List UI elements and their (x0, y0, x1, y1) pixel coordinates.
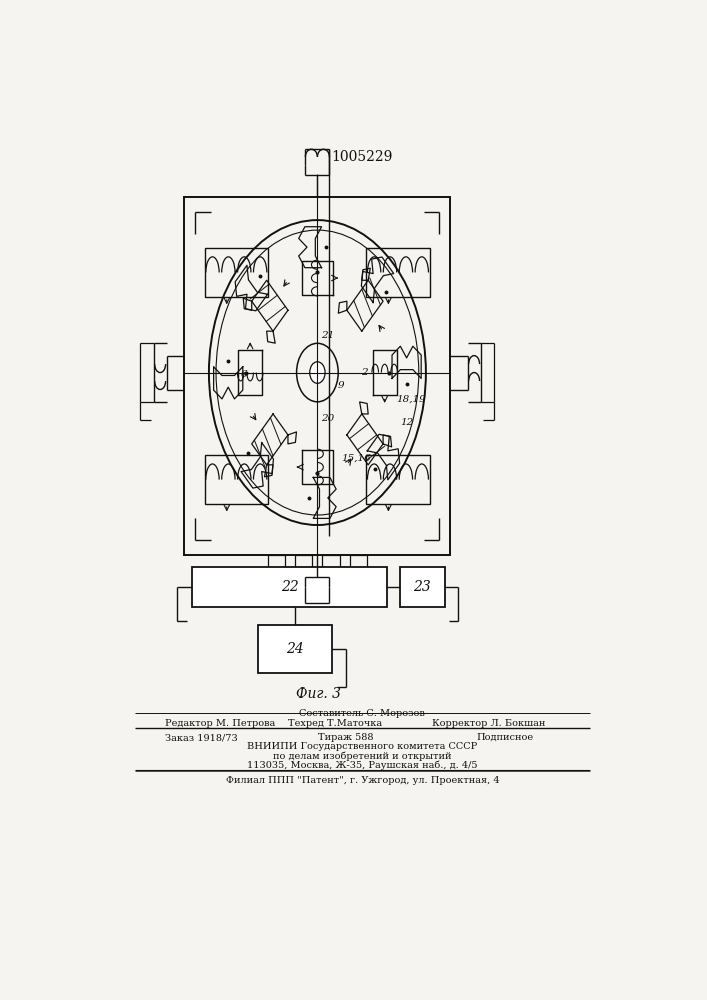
Bar (258, 625, 332, 673)
Circle shape (310, 362, 325, 383)
Bar (204, 455, 268, 504)
Text: Заказ 1918/73: Заказ 1918/73 (165, 733, 238, 742)
Text: 20: 20 (321, 414, 334, 423)
Text: Тираж 588: Тираж 588 (318, 733, 374, 742)
Text: Подписное: Подписное (477, 733, 533, 742)
Text: 12: 12 (401, 418, 414, 427)
Text: 113035, Москва, Ж-35, Раушская наб., д. 4/5: 113035, Москва, Ж-35, Раушская наб., д. … (247, 761, 478, 770)
Text: Составитель С. Морозов: Составитель С. Морозов (300, 709, 425, 718)
Text: 6: 6 (240, 370, 247, 379)
Text: 21: 21 (321, 331, 334, 340)
Bar (204, 248, 268, 297)
Bar (192, 567, 387, 607)
Text: 1005229: 1005229 (332, 150, 393, 164)
Text: 9: 9 (338, 381, 344, 390)
Text: 15,16: 15,16 (341, 454, 371, 463)
Text: 23: 23 (413, 580, 431, 594)
Bar (322, 555, 340, 600)
Text: Филиал ППП "Патент", г. Ужгород, ул. Проектная, 4: Филиал ППП "Патент", г. Ужгород, ул. Про… (226, 776, 499, 785)
Text: 18,19: 18,19 (397, 394, 426, 403)
Text: 22: 22 (281, 580, 298, 594)
Bar (366, 248, 430, 297)
Text: ВНИИПИ Государственного комитета СССР: ВНИИПИ Государственного комитета СССР (247, 742, 477, 751)
Bar (295, 555, 312, 600)
Bar (399, 567, 445, 607)
Text: Корректор Л. Бокшан: Корректор Л. Бокшан (432, 719, 545, 728)
Text: Фиг. 3: Фиг. 3 (296, 687, 341, 701)
Bar (366, 455, 430, 504)
Text: по делам изобретений и открытий: по делам изобретений и открытий (273, 751, 452, 761)
Text: Редактор М. Петрова: Редактор М. Петрова (165, 719, 275, 728)
Text: 24: 24 (286, 642, 304, 656)
Bar (350, 555, 367, 600)
Bar (185, 197, 450, 555)
Bar (267, 555, 285, 600)
Text: 2: 2 (361, 368, 368, 377)
Text: Техред Т.Маточка: Техред Т.Маточка (288, 719, 382, 728)
